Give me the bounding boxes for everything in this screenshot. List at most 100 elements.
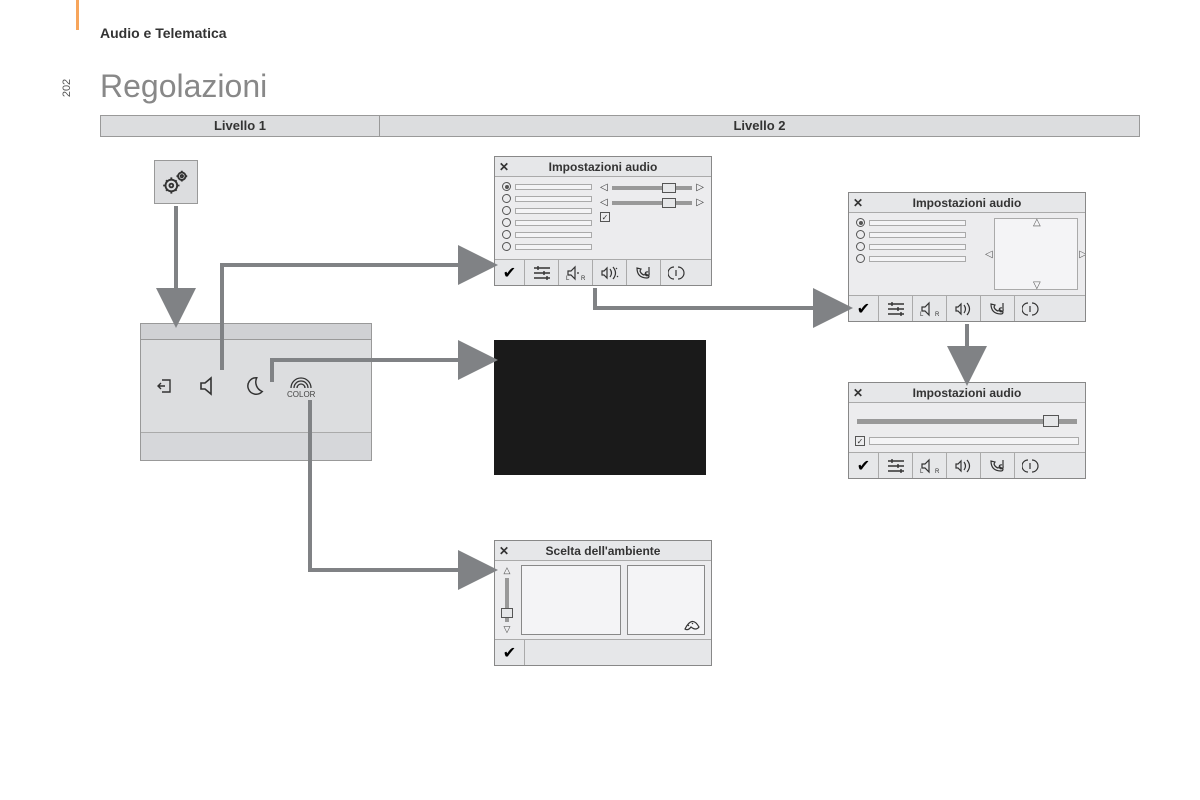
color-label: COLOR [287, 390, 315, 399]
radio-icon [856, 254, 865, 263]
radio-icon [502, 182, 511, 191]
option-row[interactable] [502, 230, 592, 239]
radio-icon [856, 242, 865, 251]
equalizer-tab[interactable] [525, 260, 559, 285]
voice-icon [1022, 301, 1042, 317]
voice-tab[interactable] [1015, 296, 1049, 321]
balance-tab[interactable]: LR [913, 296, 947, 321]
dialog-title: Impostazioni audio [867, 386, 1085, 400]
slider-row[interactable]: ◁▷ [600, 197, 704, 208]
svg-text:L: L [920, 312, 924, 317]
equalizer-tab[interactable] [879, 453, 913, 478]
check-icon: ✔ [857, 456, 870, 476]
audio-settings-dialog-2: ✕ Impostazioni audio △ ▽ ◁ ▷ ✔ LR [848, 192, 1086, 322]
option-row[interactable] [856, 218, 966, 227]
option-row[interactable] [502, 206, 592, 215]
sound-dist-tab[interactable] [593, 260, 627, 285]
radio-icon [502, 218, 511, 227]
exit-icon [155, 376, 175, 396]
night-mode-tab[interactable] [243, 375, 265, 397]
confirm-button[interactable]: ✔ [849, 296, 879, 321]
level-2-header: Livello 2 [379, 115, 1140, 137]
color-theme-tab[interactable]: COLOR [287, 374, 315, 399]
voice-tab[interactable] [1015, 453, 1049, 478]
voice-tab[interactable] [661, 260, 695, 285]
confirm-button[interactable]: ✔ [495, 260, 525, 285]
dialog-title: Impostazioni audio [513, 160, 711, 174]
check-icon: ✔ [503, 643, 516, 663]
option-row[interactable] [856, 242, 966, 251]
radio-icon [856, 218, 865, 227]
triangle-up-icon: △ [1033, 217, 1041, 228]
close-button[interactable]: ✕ [495, 160, 513, 174]
sound-dist-tab[interactable] [947, 453, 981, 478]
sound-dist-tab[interactable] [947, 296, 981, 321]
triangle-right-icon: ▷ [696, 182, 704, 193]
option-row[interactable] [502, 182, 592, 191]
triangle-right-icon: ▷ [1079, 249, 1085, 260]
option-row[interactable] [502, 194, 592, 203]
close-button[interactable]: ✕ [495, 544, 513, 558]
volume-slider[interactable] [857, 419, 1077, 424]
theme-preview-1[interactable] [521, 565, 621, 635]
close-button[interactable]: ✕ [849, 196, 867, 210]
speaker-icon [197, 374, 221, 398]
gear-icon [162, 168, 190, 196]
exit-tab[interactable] [155, 376, 175, 396]
sound-waves-icon [954, 301, 974, 317]
main-settings-panel: COLOR [140, 323, 372, 461]
rainbow-icon [289, 374, 313, 390]
ringtone-tab[interactable] [981, 453, 1015, 478]
audio-settings-dialog-1: ✕ Impostazioni audio ◁▷ ◁▷ ✓ ✔ LR [494, 156, 712, 286]
fader-pad[interactable]: △ ▽ ◁ ▷ [994, 218, 1078, 290]
balance-tab[interactable]: LR [913, 453, 947, 478]
balance-icon: LR [565, 265, 587, 281]
check-icon: ✔ [857, 299, 870, 319]
balance-icon: LR [919, 301, 941, 317]
phone-note-icon [988, 301, 1008, 317]
confirm-button[interactable]: ✔ [849, 453, 879, 478]
equalizer-tab[interactable] [879, 296, 913, 321]
slider-row[interactable]: ◁▷ [600, 182, 704, 193]
balance-icon: LR [919, 458, 941, 474]
option-row[interactable] [502, 218, 592, 227]
phone-note-icon [988, 458, 1008, 474]
sound-waves-icon [954, 458, 974, 474]
moon-icon [243, 375, 265, 397]
dialog-title: Impostazioni audio [867, 196, 1085, 210]
balance-tab[interactable]: LR [559, 260, 593, 285]
close-button[interactable]: ✕ [849, 386, 867, 400]
triangle-down-icon: ▽ [1033, 280, 1041, 291]
ringtone-tab[interactable] [981, 296, 1015, 321]
checkbox-icon[interactable]: ✓ [600, 212, 610, 222]
check-icon: ✔ [503, 263, 516, 283]
equalizer-icon [532, 265, 552, 281]
checkbox-row[interactable]: ✓ [849, 436, 1085, 452]
theme-choice-dialog: ✕ Scelta dell'ambiente △ ▽ ✔ [494, 540, 712, 666]
triangle-left-icon: ◁ [600, 182, 608, 193]
breadcrumb: Audio e Telematica [100, 25, 227, 41]
triangle-up-icon: △ [504, 565, 511, 576]
audio-tab[interactable] [197, 374, 221, 398]
ringtone-tab[interactable] [627, 260, 661, 285]
panel-topbar [141, 324, 371, 340]
equalizer-icon [886, 458, 906, 474]
settings-gear-button[interactable] [154, 160, 198, 204]
phone-note-icon [634, 265, 654, 281]
radio-icon [502, 206, 511, 215]
confirm-button[interactable]: ✔ [495, 640, 525, 665]
brightness-slider[interactable]: △ ▽ [499, 565, 515, 635]
page-title: Regolazioni [100, 68, 267, 105]
option-row[interactable] [856, 254, 966, 263]
theme-preview-2[interactable] [627, 565, 705, 635]
equalizer-icon [886, 301, 906, 317]
night-mode-screen [494, 340, 706, 475]
checkbox-icon: ✓ [855, 436, 865, 446]
radio-icon [502, 194, 511, 203]
svg-text:R: R [581, 276, 586, 281]
triangle-down-icon: ▽ [504, 624, 511, 635]
option-row[interactable] [856, 230, 966, 239]
option-row[interactable] [502, 242, 592, 251]
svg-text:R: R [935, 312, 940, 317]
triangle-left-icon: ◁ [985, 249, 993, 260]
